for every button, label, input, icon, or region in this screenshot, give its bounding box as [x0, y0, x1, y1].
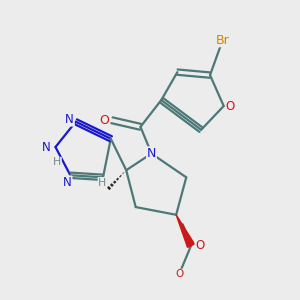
Text: O: O [99, 114, 109, 127]
Text: N: N [63, 176, 72, 189]
Text: N: N [42, 140, 51, 154]
Text: H: H [98, 178, 106, 188]
Text: Br: Br [216, 34, 230, 46]
Text: O: O [195, 239, 205, 252]
Text: H: H [53, 158, 61, 167]
Text: N: N [65, 113, 74, 126]
Text: N: N [147, 147, 156, 160]
Text: O: O [175, 269, 183, 279]
Text: O: O [226, 100, 235, 112]
Polygon shape [176, 215, 194, 247]
